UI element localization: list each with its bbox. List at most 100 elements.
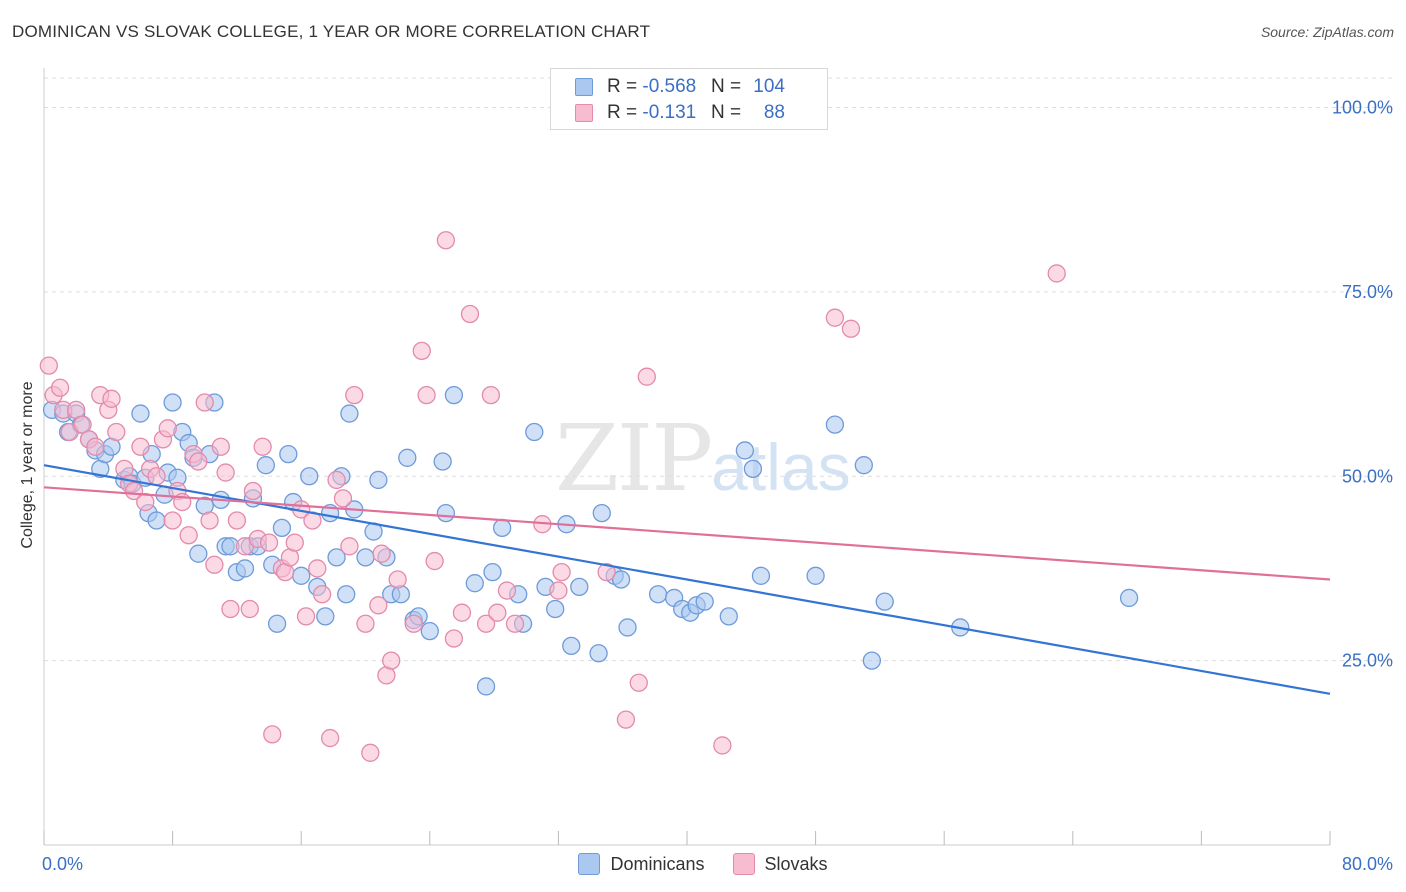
point-slovaks — [488, 603, 507, 622]
point-dominicans — [267, 614, 287, 633]
point-slovaks — [425, 551, 444, 571]
legend-swatch-pink — [732, 853, 755, 875]
point-dominicans — [356, 548, 375, 567]
point-slovaks — [417, 385, 436, 405]
point-slovaks — [240, 599, 259, 619]
point-slovaks — [243, 481, 263, 501]
point-slovaks — [713, 736, 732, 755]
point-slovaks — [189, 452, 208, 471]
point-dominicans — [391, 585, 411, 604]
x-tick-label: 0.0% — [42, 854, 83, 874]
point-slovaks — [356, 614, 375, 633]
legend-item-slovaks: Slovaks — [732, 853, 828, 875]
point-dominicans — [444, 385, 464, 405]
point-slovaks — [444, 629, 464, 648]
point-dominicans — [751, 566, 771, 585]
point-dominicans — [316, 607, 335, 626]
point-slovaks — [263, 725, 282, 744]
point-dominicans — [743, 459, 763, 479]
point-slovaks — [296, 607, 316, 626]
point-slovaks — [39, 356, 58, 375]
point-slovaks — [476, 614, 496, 633]
point-slovaks — [404, 614, 423, 633]
point-dominicans — [369, 470, 388, 490]
point-dominicans — [398, 448, 417, 467]
y-tick-label: 75.0% — [1342, 282, 1393, 302]
legend-n-slovaks: 88 — [763, 102, 785, 123]
point-slovaks — [481, 385, 501, 405]
point-dominicans — [340, 404, 359, 423]
point-slovaks — [131, 437, 150, 456]
point-slovaks — [158, 419, 177, 438]
watermark-atlas: atlas — [711, 430, 851, 504]
y-tick-label: 50.0% — [1342, 466, 1393, 486]
series-legend: Dominicans Slovaks — [0, 852, 1406, 876]
point-dominicans — [465, 574, 484, 593]
point-dominicans — [436, 503, 456, 523]
point-dominicans — [648, 585, 668, 604]
point-dominicans — [589, 644, 608, 663]
point-dominicans — [735, 441, 755, 460]
point-dominicans — [1119, 588, 1139, 608]
point-slovaks — [195, 393, 214, 412]
point-dominicans — [235, 559, 255, 578]
point-slovaks — [452, 603, 472, 622]
point-slovaks — [841, 319, 861, 338]
point-dominicans — [492, 518, 512, 538]
chart-title: DOMINICAN VS SLOVAK COLLEGE, 1 YEAR OR M… — [12, 22, 651, 41]
point-slovaks — [259, 533, 279, 552]
point-slovaks — [637, 367, 656, 386]
legend-n-label: N = — [711, 102, 742, 123]
point-slovaks — [327, 470, 346, 490]
point-dominicans — [483, 562, 502, 582]
watermark-zip: ZIP — [555, 405, 713, 512]
point-dominicans — [562, 636, 581, 656]
point-slovaks — [382, 651, 401, 670]
point-dominicans — [825, 415, 845, 434]
point-dominicans — [256, 456, 275, 475]
point-slovaks — [497, 581, 517, 600]
point-slovaks — [505, 614, 525, 633]
point-slovaks — [211, 437, 230, 456]
legend-label-slovaks: Slovaks — [764, 853, 828, 874]
point-dominicans — [525, 422, 544, 442]
point-slovaks — [549, 581, 568, 600]
point-dominicans — [327, 548, 346, 567]
point-slovaks — [102, 389, 121, 408]
legend-swatch-pink — [575, 104, 593, 122]
legend-swatch-blue — [578, 853, 601, 875]
point-dominicans — [875, 592, 894, 611]
point-slovaks — [205, 555, 224, 574]
point-dominicans — [719, 607, 738, 626]
point-dominicans — [592, 503, 611, 523]
point-dominicans — [695, 592, 714, 611]
point-dominicans — [272, 518, 292, 538]
point-slovaks — [552, 562, 571, 582]
point-dominicans — [300, 467, 319, 486]
y-tick-label: 100.0% — [1332, 98, 1393, 118]
point-dominicans — [420, 621, 439, 641]
y-tick-label: 25.0% — [1342, 651, 1393, 671]
point-slovaks — [361, 743, 380, 762]
point-slovaks — [136, 492, 155, 512]
point-slovaks — [50, 378, 70, 397]
point-dominicans — [862, 651, 882, 670]
point-slovaks — [629, 673, 648, 692]
point-dominicans — [618, 618, 637, 637]
legend-row-slovaks: R = -0.131 N = 88 — [575, 101, 785, 125]
point-slovaks — [388, 570, 407, 589]
legend-row-dominicans: R = -0.568 N = 104 — [575, 75, 785, 99]
point-dominicans — [147, 511, 166, 530]
legend-r-slovaks: R = -0.131 — [607, 102, 697, 123]
legend-n-dominicans: 104 — [753, 76, 785, 97]
point-slovaks — [1047, 264, 1066, 283]
trend-line-slovaks — [43, 486, 1331, 581]
point-slovaks — [340, 537, 359, 556]
point-dominicans — [292, 566, 311, 585]
point-slovaks — [825, 308, 845, 327]
point-dominicans — [433, 452, 452, 471]
point-slovaks — [320, 728, 340, 748]
point-dominicans — [279, 444, 298, 464]
correlation-legend: R = -0.568 N = 104 R = -0.131 N = 88 — [550, 68, 828, 130]
point-slovaks — [227, 511, 247, 530]
